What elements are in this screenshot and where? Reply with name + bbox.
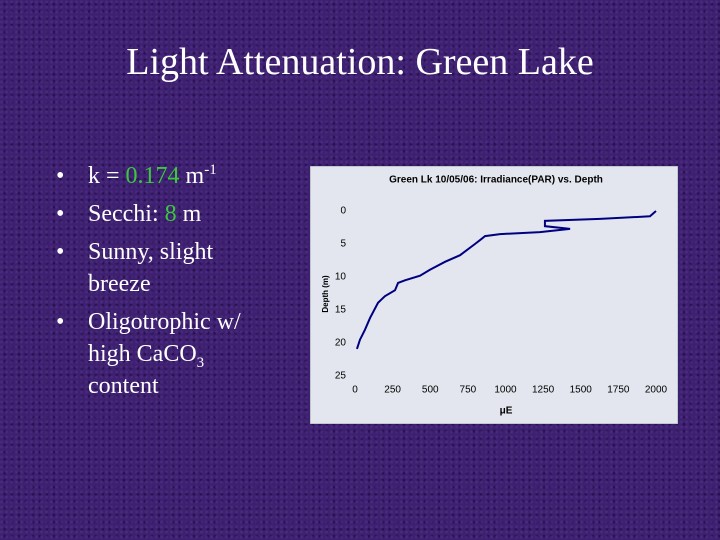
value: 0.174: [125, 163, 180, 189]
y-tick-label: 5: [340, 239, 346, 250]
text: m: [179, 163, 205, 189]
x-tick-label: 1750: [607, 385, 630, 396]
x-tick-label: 500: [422, 385, 439, 396]
chart-title: Green Lk 10/05/06: Irradiance(PAR) vs. D…: [389, 175, 603, 186]
text: Secchi:: [88, 201, 165, 227]
y-tick-label: 15: [335, 305, 347, 316]
text: content: [88, 373, 159, 399]
text: Sunny, slight breeze: [88, 239, 214, 297]
subscript: 3: [196, 354, 205, 371]
chart: Green Lk 10/05/06: Irradiance(PAR) vs. D…: [310, 166, 678, 424]
text: k =: [88, 163, 126, 189]
text: m: [176, 201, 202, 227]
x-tick-label: 250: [384, 385, 401, 396]
y-tick-label: 10: [335, 272, 347, 283]
value: 8: [164, 201, 177, 227]
slide-title: Light Attenuation: Green Lake: [126, 41, 594, 83]
x-tick-label: 1250: [532, 385, 555, 396]
x-tick-label: 1500: [570, 385, 593, 396]
y-tick-label: 20: [335, 338, 347, 349]
bullet: k = 0.174 m-1: [56, 160, 273, 192]
bullet: Sunny, slight breeze: [56, 236, 273, 300]
x-tick-label: 1000: [494, 385, 517, 396]
x-tick-label: 0: [352, 385, 358, 396]
x-tick-label: 750: [460, 385, 477, 396]
text: Oligotrophic w/ high CaCO: [88, 309, 241, 367]
y-tick-label: 0: [340, 206, 346, 217]
bullet-list: k = 0.174 m-1 Secchi: 8 m Sunny, slight …: [56, 160, 273, 408]
bullet: Oligotrophic w/ high CaCO3 content: [56, 306, 273, 402]
bullet: Secchi: 8 m: [56, 198, 273, 230]
chart-background: [310, 166, 678, 424]
y-tick-label: 25: [335, 371, 347, 382]
y-axis-label: Depth (m): [321, 275, 330, 313]
data-line: [356, 210, 657, 350]
x-axis-label: μE: [500, 406, 513, 417]
x-tick-label: 2000: [645, 385, 668, 396]
superscript: -1: [204, 162, 217, 178]
